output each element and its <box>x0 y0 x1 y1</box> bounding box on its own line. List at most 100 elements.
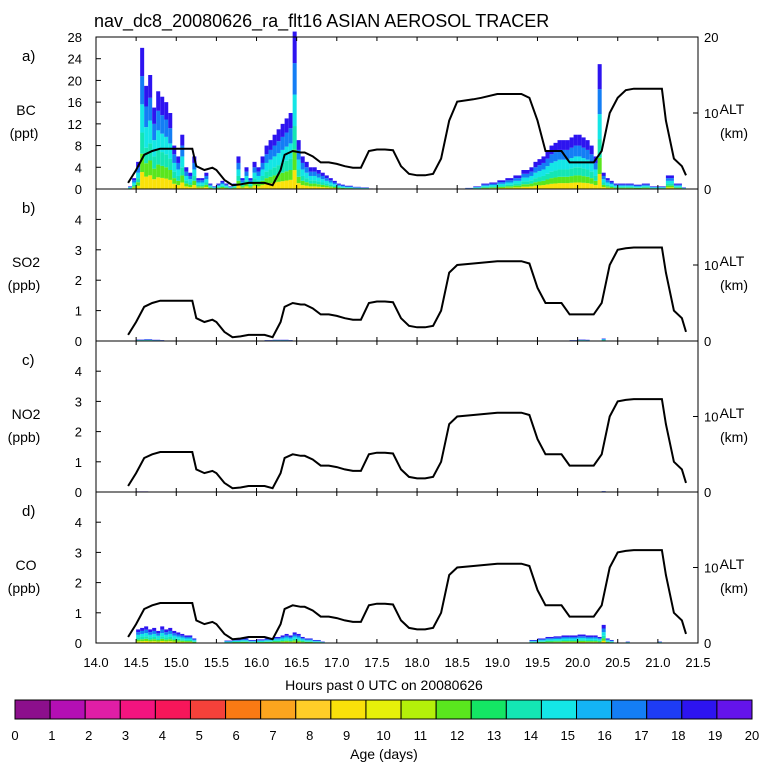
tracer-band <box>537 159 542 166</box>
tracer-band <box>144 641 149 643</box>
tracer-bar <box>332 180 337 189</box>
tracer-band <box>164 119 169 137</box>
x-tick-label: 16.0 <box>244 655 269 670</box>
tracer-band <box>312 171 317 176</box>
tracer-band <box>228 186 233 188</box>
tracer-band <box>601 187 606 189</box>
tracer-band <box>565 183 570 189</box>
tracer-band <box>192 641 197 642</box>
tracer-bar <box>260 156 265 189</box>
y-tick-label: 2 <box>75 273 82 288</box>
colorbar-swatch <box>716 699 753 720</box>
tracer-band <box>176 632 181 635</box>
tracer-band <box>489 185 498 187</box>
x-tick-label: 15.0 <box>164 655 189 670</box>
tracer-band <box>192 162 197 170</box>
tracer-band <box>280 635 285 637</box>
tracer-band <box>296 140 301 150</box>
tracer-band <box>561 159 566 170</box>
y-tick-label: 16 <box>68 95 82 110</box>
tracer-band <box>248 186 253 188</box>
tracer-bar <box>160 96 165 189</box>
y-tick-label: 3 <box>75 545 82 560</box>
tracer-band <box>601 640 606 643</box>
tracer-band <box>236 169 241 176</box>
colorbar-swatch <box>576 699 613 720</box>
tracer-band <box>324 185 329 188</box>
colorbar-tick-label: 17 <box>634 728 648 743</box>
tracer-band <box>296 149 301 160</box>
tracer-bar <box>312 167 317 189</box>
tracer-band <box>252 185 257 189</box>
tracer-bar <box>613 183 618 189</box>
y-tick-label: 3 <box>75 394 82 409</box>
tracer-band <box>553 636 562 638</box>
tracer-bar <box>513 175 522 189</box>
tracer-band <box>176 636 181 639</box>
tracer-band <box>340 185 345 187</box>
tracer-bar <box>296 140 301 189</box>
tracer-band <box>208 187 213 189</box>
tracer-bar <box>577 634 586 643</box>
tracer-band <box>208 183 213 185</box>
tracer-band <box>132 182 137 185</box>
tracer-band <box>188 187 193 189</box>
tracer-band <box>152 639 157 642</box>
tracer-band <box>605 182 610 185</box>
colorbar-swatch <box>365 699 402 720</box>
tracer-band <box>156 110 161 131</box>
tracer-band <box>308 171 313 176</box>
tracer-band <box>168 636 173 640</box>
tracer-band <box>292 641 297 643</box>
tracer-band <box>473 187 482 188</box>
tracer-band <box>248 184 253 187</box>
tracer-band <box>316 181 321 185</box>
y-tick-label: 3 <box>75 243 82 258</box>
tracer-band <box>569 182 574 189</box>
tracer-band <box>533 178 538 183</box>
tracer-band <box>565 176 570 184</box>
tracer-band <box>585 636 594 639</box>
tracer-band <box>264 162 269 172</box>
tracer-band <box>665 180 674 184</box>
y-tick-label: 1 <box>75 606 82 621</box>
tracer-band <box>296 176 301 184</box>
tracer-bar <box>168 113 173 189</box>
tracer-band <box>545 173 550 180</box>
tracer-band <box>180 633 185 636</box>
tracer-band <box>144 626 149 630</box>
tracer-bar <box>585 140 590 189</box>
tracer-band <box>328 182 333 185</box>
tracer-band <box>168 641 173 643</box>
tracer-band <box>200 182 205 185</box>
tracer-band <box>473 186 482 187</box>
tracer-band <box>288 636 293 639</box>
colorbar-swatch <box>14 699 51 720</box>
tracer-band <box>288 639 293 642</box>
alt-tick-label: 0 <box>704 485 711 500</box>
tracer-band <box>284 639 289 641</box>
tracer-band <box>545 166 550 174</box>
tracer-band <box>609 186 614 189</box>
tracer-band <box>312 167 317 172</box>
tracer-band <box>545 640 554 642</box>
tracer-band <box>537 165 542 172</box>
tracer-band <box>164 136 169 155</box>
tracer-band <box>148 175 153 189</box>
tracer-band <box>252 178 257 183</box>
tracer-band <box>569 636 578 639</box>
alt-axis-label: ALT <box>720 405 745 421</box>
tracer-bar <box>256 167 261 189</box>
tracer-band <box>505 182 514 185</box>
tracer-band <box>565 169 570 177</box>
tracer-band <box>176 169 181 176</box>
tracer-bar <box>529 167 534 189</box>
tracer-band <box>577 182 582 189</box>
tracer-band <box>573 182 578 189</box>
tracer-band <box>336 185 341 187</box>
tracer-band <box>585 183 590 189</box>
colorbar-tick-label: 11 <box>414 728 428 743</box>
tracer-band <box>188 182 193 185</box>
alt-axis-unit: (km) <box>720 277 748 293</box>
tracer-band <box>208 185 213 187</box>
